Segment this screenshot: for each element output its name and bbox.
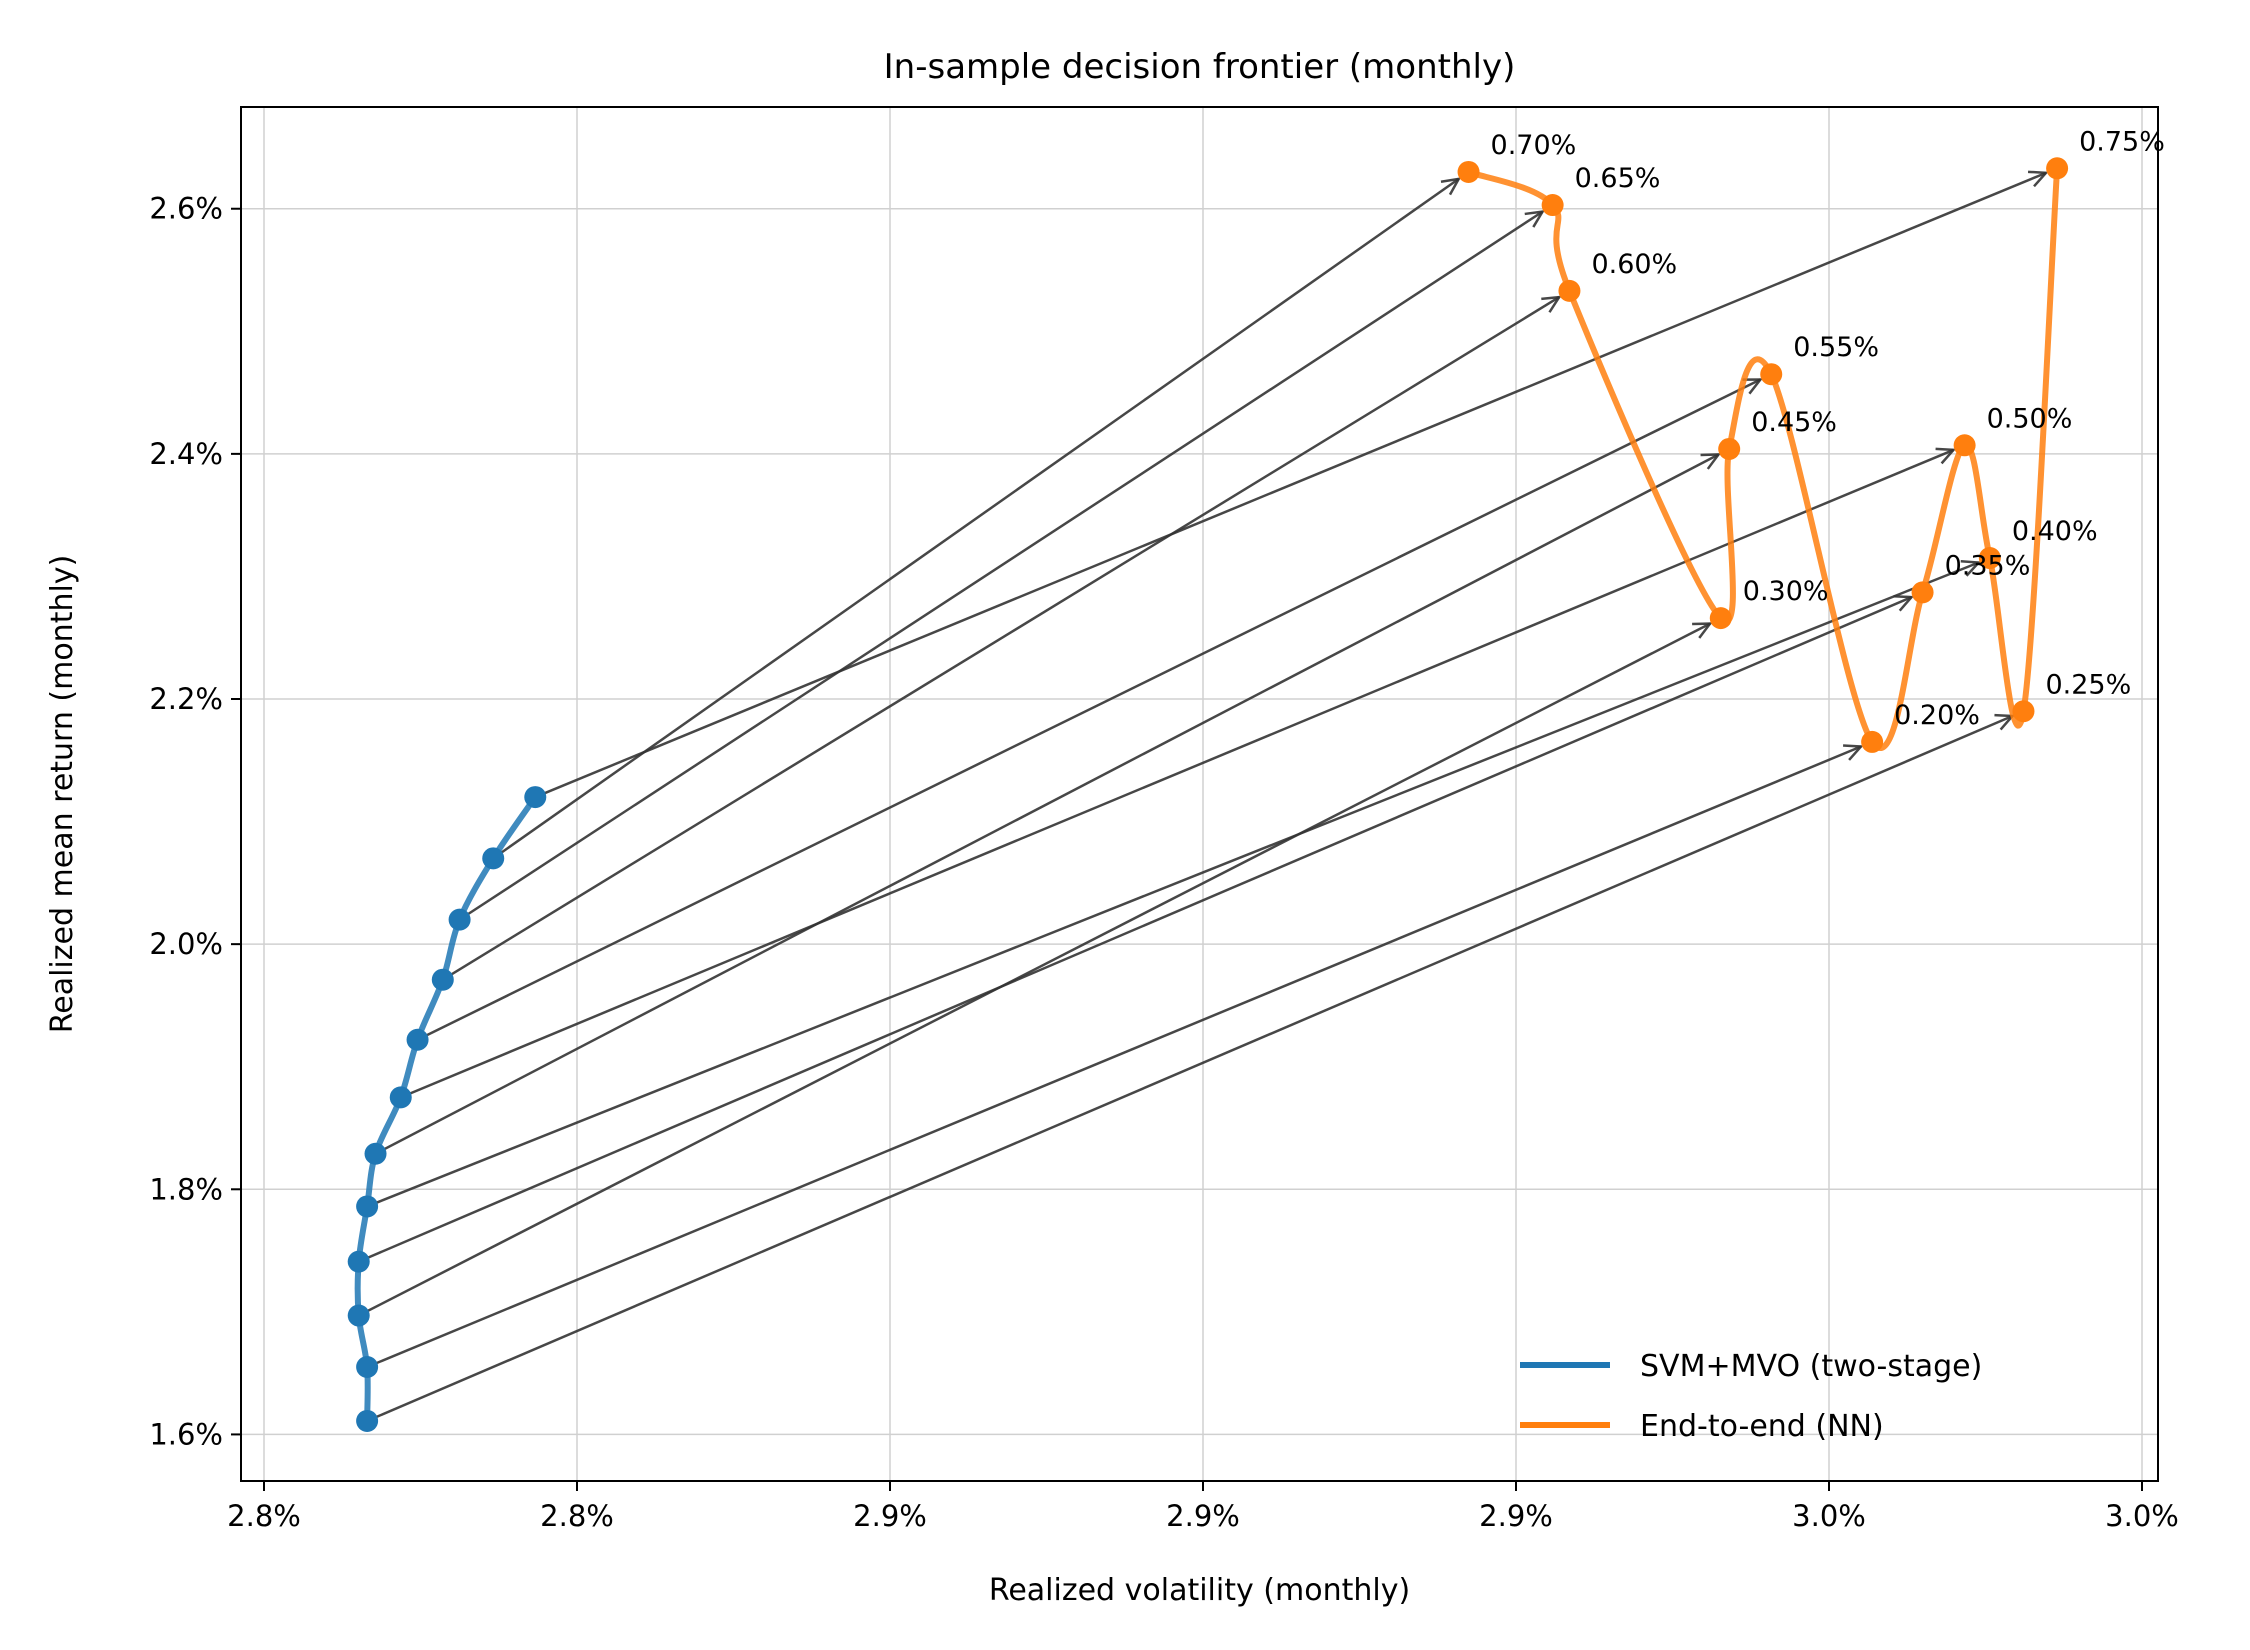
arrow-head (2027, 170, 2049, 188)
arrow-head (1935, 447, 1957, 465)
arrows (358, 170, 2049, 1423)
e2e-point-label: 0.55% (1793, 332, 1879, 363)
arrow-head (1692, 622, 1713, 639)
e2e-point (1953, 434, 1976, 457)
legend-label-svm: SVM+MVO (two-stage) (1640, 1349, 1982, 1384)
arrow-shaft (458, 210, 1544, 921)
point-annotations: 0.70%0.65% 0.60% 0.30% 0.45% 0.55% 0.20% 0.35%… (1491, 126, 2165, 731)
svm-point (356, 1409, 379, 1432)
arrow-shaft (442, 296, 1560, 981)
svm-point (406, 1028, 429, 1051)
x-tick-label: 3.0% (1792, 1499, 1866, 1533)
arrow-shaft (366, 745, 1862, 1369)
arrow-head (1960, 560, 1982, 577)
x-tick-label: 2.9% (1166, 1499, 1240, 1533)
e2e-point (1911, 581, 1934, 604)
arrow-head (1700, 453, 1722, 470)
legend: SVM+MVO (two-stage) End-to-end (NN) (1520, 1349, 1982, 1444)
y-axis-label: Realized mean return (monthly) (45, 555, 80, 1034)
e2e-point-label: 0.35% (1945, 550, 2031, 581)
e2e-point (1558, 279, 1581, 302)
x-axis-label: Realized volatility (monthly) (989, 1573, 1410, 1608)
arrow-head (1742, 378, 1764, 395)
x-tick-label: 2.9% (1479, 1499, 1553, 1533)
arrow-shaft (358, 622, 1711, 1317)
e2e-point-label: 0.75% (2079, 126, 2165, 157)
svm-point (347, 1250, 370, 1273)
e2e-point-label: 0.20% (1894, 700, 1980, 731)
y-tick-label: 2.6% (149, 192, 223, 226)
svm-point (482, 847, 505, 870)
e2e-point-label: 0.50% (1987, 403, 2073, 434)
svm-point (389, 1086, 412, 1109)
e2e-point-label: 0.40% (2012, 516, 2098, 547)
svm-point (356, 1195, 379, 1218)
arrow-head (1843, 744, 1864, 761)
arrow-shaft (534, 171, 2047, 799)
y-tick-label: 1.6% (149, 1417, 223, 1451)
y-tick-label: 2.0% (149, 927, 223, 961)
chart-title: In-sample decision frontier (monthly) (884, 47, 1516, 87)
e2e-point (1861, 730, 1884, 753)
x-tick-label: 2.8% (227, 1499, 301, 1533)
e2e-point (1541, 194, 1564, 217)
y-tick-label: 1.8% (149, 1172, 223, 1206)
e2e-point (2012, 700, 2035, 723)
arrow-head (1524, 210, 1545, 228)
svm-point (356, 1356, 379, 1379)
x-tick-label: 3.0% (2105, 1499, 2179, 1533)
x-tick-label: 2.8% (540, 1499, 614, 1533)
e2e-point (2046, 157, 2069, 180)
arrow-shaft (358, 595, 1913, 1263)
e2e-line (1467, 168, 2061, 751)
plot-frame (240, 106, 2159, 1482)
e2e-point (1978, 547, 2001, 570)
arrow-shaft (400, 448, 1955, 1099)
e2e-point (1760, 363, 1783, 386)
e2e-point-label: 0.45% (1751, 407, 1837, 438)
e2e-point-label: 0.60% (1591, 249, 1677, 280)
arrow-head (1440, 177, 1462, 196)
arrow-shaft (374, 453, 1720, 1155)
arrow-head (1541, 295, 1562, 313)
e2e-point (1709, 607, 1732, 630)
arrow-shaft (366, 561, 1980, 1208)
y-tick-label: 2.2% (149, 682, 223, 716)
e2e-point (1718, 437, 1741, 460)
svm-point (524, 786, 547, 809)
svm-point (347, 1304, 370, 1327)
svm-point (431, 968, 454, 991)
x-tick-label: 2.9% (853, 1499, 927, 1533)
svm-point (364, 1142, 387, 1165)
e2e-point-label: 0.30% (1743, 576, 1829, 607)
arrow-head (1893, 595, 1915, 612)
legend-label-e2e: End-to-end (NN) (1640, 1409, 1884, 1444)
e2e-point-label: 0.65% (1575, 163, 1661, 194)
arrow-shaft (417, 378, 1762, 1041)
e2e-point-label: 0.25% (2045, 669, 2131, 700)
svm-point (448, 908, 471, 931)
e2e-point (1457, 160, 1480, 183)
arrow-shaft (366, 714, 2013, 1423)
series (347, 157, 2069, 1432)
e2e-point-label: 0.70% (1491, 130, 1577, 161)
axis-ticks: 2.8% 2.8% 2.9% 2.9% 2.9% 3.0% 3.0% 1.6% 1.8% 2.0%… (149, 192, 2179, 1533)
arrow-shaft (492, 177, 1460, 860)
y-tick-label: 2.4% (149, 437, 223, 471)
